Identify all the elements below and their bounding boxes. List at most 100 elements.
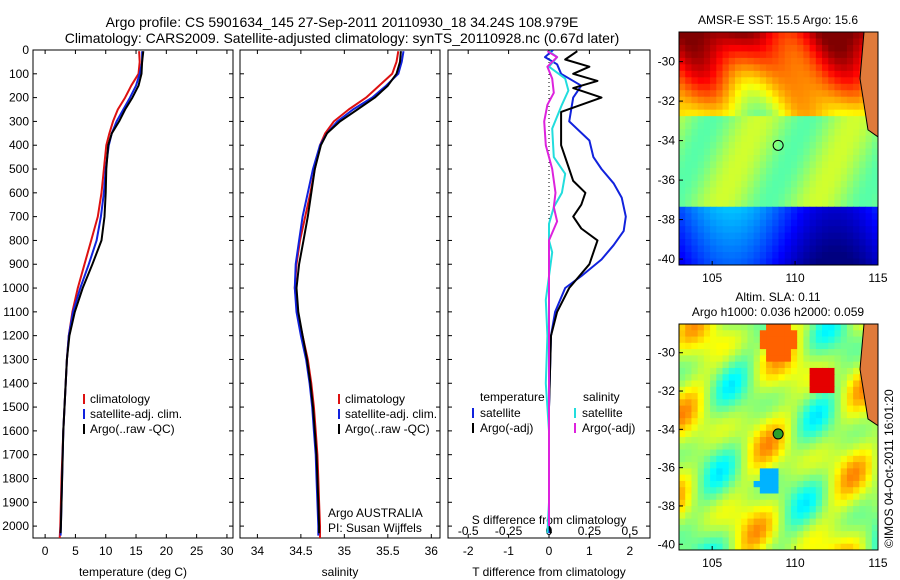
sst-map-cell bbox=[828, 90, 836, 98]
sla-map-cell bbox=[691, 524, 699, 532]
sla-map-cell bbox=[784, 399, 792, 407]
sla-map-cell bbox=[822, 512, 829, 520]
sla-map-cell bbox=[778, 380, 786, 388]
sst-map-cell bbox=[865, 206, 873, 214]
sst-map-cell bbox=[809, 252, 817, 260]
sst-map-cell bbox=[685, 187, 693, 195]
sst-map-cell bbox=[728, 57, 736, 65]
sst-map-cell bbox=[703, 219, 711, 227]
sst-map-cell bbox=[766, 200, 773, 208]
temperature-tick-label: 20 bbox=[160, 544, 174, 558]
sst-map-cell bbox=[691, 245, 699, 253]
sst-map-cell bbox=[790, 96, 798, 104]
sdiff-tick-label: 0.5 bbox=[621, 524, 638, 538]
sst-map-cell bbox=[803, 239, 811, 247]
sla-map-cell bbox=[803, 506, 811, 513]
sla-map-cell bbox=[716, 537, 724, 545]
sla-map-cell bbox=[809, 443, 817, 451]
sla-map-cell bbox=[784, 355, 792, 363]
sla-map-cell bbox=[853, 330, 860, 338]
sst-map-cell bbox=[772, 44, 780, 53]
depth-tick-label: 600 bbox=[9, 186, 29, 200]
sla-map-cell bbox=[871, 430, 878, 438]
sla-map-cell bbox=[685, 437, 693, 444]
sst-map-cell bbox=[840, 193, 848, 201]
sla-map-cell bbox=[679, 499, 686, 507]
sst-map-cell bbox=[809, 64, 817, 72]
sst-map-cell bbox=[822, 219, 829, 227]
sla-map-cell bbox=[716, 386, 724, 394]
sst-map-cell bbox=[759, 187, 767, 195]
sst-map-cell bbox=[679, 239, 686, 247]
sst-map-cell bbox=[747, 193, 755, 201]
sla-map-cell bbox=[728, 424, 736, 432]
sst-map-cell bbox=[859, 135, 867, 143]
sst-map-cell bbox=[685, 103, 693, 111]
sla-map-cell bbox=[846, 380, 854, 388]
sla-map-cell bbox=[679, 524, 686, 532]
sst-map-cell bbox=[741, 206, 749, 214]
sla-map-cell bbox=[790, 449, 798, 457]
sst-map-cell bbox=[734, 96, 742, 104]
difference-series-line bbox=[544, 50, 627, 534]
sst-map-cell bbox=[703, 206, 711, 214]
temperature-tick-label: 30 bbox=[220, 544, 234, 558]
sst-map-cell bbox=[747, 70, 755, 78]
sla-map-cell bbox=[797, 531, 804, 539]
sla-map-cell bbox=[846, 499, 854, 507]
sla-map-cell bbox=[722, 374, 730, 382]
sla-map-cell bbox=[809, 493, 817, 501]
sst-map-cell bbox=[728, 64, 736, 72]
sst-map-cell bbox=[728, 77, 736, 85]
sst-map-cell bbox=[741, 252, 749, 260]
sla-map-cell bbox=[722, 361, 730, 369]
sst-map-lat-tick-label: -38 bbox=[658, 213, 676, 227]
sst-map-cell bbox=[790, 258, 798, 265]
sla-map-cell bbox=[809, 531, 817, 539]
sst-map-cell bbox=[828, 219, 836, 227]
sla-map-cell bbox=[722, 480, 730, 488]
sla-map-cell bbox=[828, 537, 836, 545]
sla-map-cell bbox=[784, 393, 792, 400]
sst-map-cell bbox=[815, 142, 823, 150]
sst-map-cell bbox=[797, 142, 804, 150]
sst-map-cell bbox=[716, 122, 724, 130]
sst-map-cell bbox=[685, 129, 693, 137]
sst-map-cell bbox=[853, 57, 860, 65]
sla-map-cell bbox=[840, 380, 848, 388]
sla-map-cell bbox=[716, 462, 724, 469]
sst-map-cell bbox=[846, 116, 854, 124]
sla-map-cell bbox=[685, 537, 693, 545]
sst-map-cell bbox=[790, 57, 798, 65]
sla-map-cell bbox=[753, 506, 761, 513]
sla-map-cell bbox=[784, 531, 792, 539]
sla-map-cell bbox=[853, 443, 860, 451]
sst-map-cell bbox=[784, 96, 792, 104]
sla-map-cell bbox=[871, 524, 878, 532]
sst-map-cell bbox=[728, 44, 736, 53]
sst-map-cell bbox=[710, 148, 717, 156]
sla-map-cell bbox=[747, 380, 755, 388]
sla-map-cell bbox=[778, 355, 786, 363]
sst-map-cell bbox=[734, 116, 742, 124]
sla-map-cell bbox=[828, 487, 836, 495]
salinity-series-line bbox=[295, 51, 402, 534]
sla-map-cell bbox=[772, 499, 780, 507]
sst-map-field bbox=[679, 32, 878, 265]
sla-map-cell bbox=[784, 324, 792, 331]
sst-map-cell bbox=[747, 32, 755, 40]
sla-map-cell bbox=[871, 512, 878, 520]
sst-map-lat-tick-label: -30 bbox=[658, 55, 676, 69]
sst-map-title: AMSR-E SST: 15.5 Argo: 15.6 bbox=[698, 13, 858, 27]
sla-map-cell bbox=[840, 342, 848, 350]
sla-map-cell bbox=[703, 437, 711, 444]
sla-map-cell bbox=[797, 342, 804, 350]
sla-map-cell bbox=[834, 437, 842, 444]
sla-map-cell bbox=[797, 355, 804, 363]
sla-map-cell bbox=[685, 367, 693, 375]
sst-map-cell bbox=[728, 154, 736, 163]
sla-map-cell bbox=[871, 437, 878, 444]
sst-map-cell bbox=[797, 226, 804, 234]
sla-map-cell bbox=[703, 355, 711, 363]
sst-map-cell bbox=[853, 193, 860, 201]
